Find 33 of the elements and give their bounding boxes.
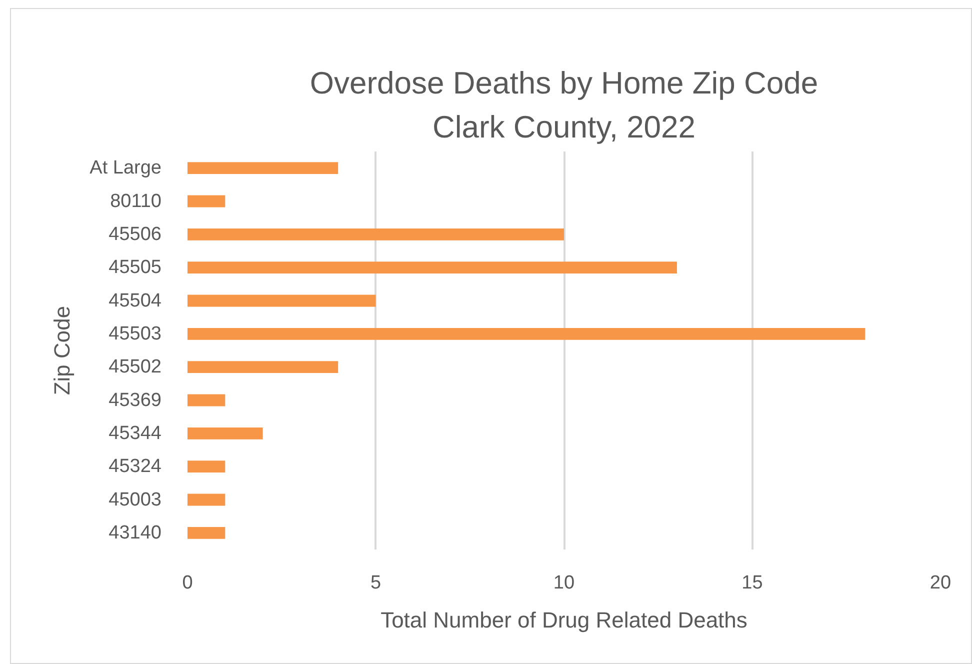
bar bbox=[188, 228, 564, 240]
y-tick-label: 45503 bbox=[108, 323, 162, 344]
bar bbox=[188, 494, 226, 506]
y-tick-label: 45502 bbox=[108, 356, 162, 378]
bar bbox=[188, 262, 677, 274]
x-tick-label: 20 bbox=[930, 572, 952, 594]
x-tick-label: 5 bbox=[370, 572, 382, 594]
y-tick-label: 45505 bbox=[108, 257, 162, 278]
bar bbox=[188, 361, 338, 374]
x-axis-title: Total Number of Drug Related Deaths bbox=[380, 608, 748, 632]
bar bbox=[188, 460, 226, 473]
y-tick-label: 45003 bbox=[108, 489, 162, 510]
y-tick-label: 43140 bbox=[108, 522, 162, 544]
y-tick-label: 45324 bbox=[108, 456, 162, 478]
y-tick-label: 45504 bbox=[108, 290, 162, 312]
y-tick-label: At Large bbox=[90, 158, 162, 179]
y-axis-title: Zip Code bbox=[50, 306, 75, 396]
y-tick-label: 45344 bbox=[108, 422, 162, 444]
bar bbox=[188, 294, 376, 307]
y-tick-label: 45369 bbox=[108, 390, 162, 411]
bar bbox=[188, 162, 338, 174]
bar bbox=[188, 427, 263, 440]
x-tick-label: 10 bbox=[553, 572, 575, 594]
y-tick-label: 80110 bbox=[110, 190, 162, 212]
bar bbox=[188, 526, 226, 539]
chart-subtitle: Clark County, 2022 bbox=[432, 110, 696, 144]
y-tick-label: 45506 bbox=[108, 224, 162, 245]
bar bbox=[188, 328, 866, 340]
x-tick-label: 15 bbox=[742, 572, 763, 594]
chart-title: Overdose Deaths by Home Zip Code bbox=[310, 66, 818, 100]
bar bbox=[188, 195, 226, 208]
bar bbox=[188, 394, 226, 406]
x-tick-label: 0 bbox=[182, 572, 193, 594]
